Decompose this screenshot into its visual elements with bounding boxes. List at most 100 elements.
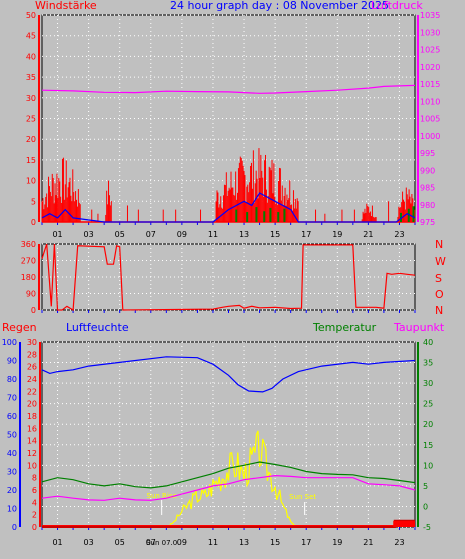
x-tick-label: 09 (177, 538, 187, 547)
sunrise-time-label: Sun 07.0 (146, 539, 177, 547)
rain-tick-label: 28 (27, 350, 37, 359)
y-left-tick-label: 40 (26, 52, 36, 61)
x-tick-label: 05 (115, 538, 125, 547)
compass-letter: W (435, 255, 446, 268)
temperature-tick-label: 5 (423, 482, 428, 491)
rain-tick-label: 2 (32, 511, 37, 520)
compass-letter: S (435, 272, 442, 285)
wind-label: Windstärke (35, 0, 97, 12)
chart-title: 24 hour graph day : 08 November 2025 (170, 0, 389, 12)
rain-tick-label: 26 (27, 363, 37, 372)
temperature-tick-label: 25 (423, 400, 433, 409)
x-tick-label: 11 (208, 538, 218, 547)
temperature-label: Temperatur (312, 321, 377, 334)
x-tick-label: 03 (84, 538, 94, 547)
sunset-label: Sun Set (289, 493, 316, 501)
y-tick-label: 360 (21, 240, 36, 249)
x-tick-label: 17 (301, 230, 311, 239)
y-tick-label: 90 (26, 290, 36, 299)
rain-tick-label: 10 (27, 461, 37, 470)
x-tick-label: 19 (332, 230, 342, 239)
humidity-tick-label: 0 (12, 523, 17, 532)
x-tick-label: 21 (363, 538, 373, 547)
y-right-tick-label: 1020 (420, 63, 440, 72)
x-tick-label: 03 (84, 230, 94, 239)
y-right-tick-label: 1030 (420, 28, 440, 37)
y-left-tick-label: 35 (26, 73, 36, 82)
y-right-tick-label: 995 (420, 149, 435, 158)
compass-letter: O (435, 288, 444, 301)
rain-tick-label: 18 (27, 412, 37, 421)
y-left-tick-label: 25 (26, 115, 36, 124)
x-tick-label: 05 (115, 230, 125, 239)
y-left-tick-label: 15 (26, 156, 36, 165)
rain-tick-label: 8 (32, 474, 37, 483)
x-tick-label: 21 (363, 230, 373, 239)
temperature-line (41, 461, 416, 489)
temperature-tick-label: 0 (423, 502, 428, 511)
temperature-tick-label: 20 (423, 420, 433, 429)
x-tick-label: 01 (52, 538, 62, 547)
temperature-tick-label: 15 (423, 441, 433, 450)
rain-tick-label: 22 (27, 387, 37, 396)
y-tick-label: 180 (21, 273, 36, 282)
humidity-tick-label: 90 (7, 357, 17, 366)
rain-tick-label: 14 (27, 437, 37, 446)
y-right-tick-label: 980 (420, 201, 435, 210)
dewpoint-line (41, 474, 416, 501)
temperature-tick-label: 10 (423, 461, 433, 470)
y-right-tick-label: 1005 (420, 115, 440, 124)
x-tick-label: 01 (52, 230, 62, 239)
temperature-tick-label: 35 (423, 359, 433, 368)
rain-tick-label: 16 (27, 424, 37, 433)
rain-tick-label: 4 (32, 498, 37, 507)
temperature-tick-label: 40 (423, 338, 433, 347)
x-tick-label: 17 (301, 538, 311, 547)
y-tick-label: 270 (21, 257, 36, 266)
rain-tick-label: 20 (27, 400, 37, 409)
y-right-tick-label: 985 (420, 184, 435, 193)
rain-tick-label: 24 (27, 375, 37, 384)
y-right-tick-label: 975 (420, 218, 435, 227)
rain-bar (393, 520, 415, 527)
y-left-tick-label: 0 (31, 218, 36, 227)
y-left-tick-label: 50 (26, 11, 36, 20)
wind-pressure-panel: 0510152025303540455097598098599099510001… (26, 11, 441, 239)
wind-average-line (41, 192, 416, 223)
humidity-tick-label: 70 (7, 394, 17, 403)
plot-area (41, 14, 416, 223)
y-right-tick-label: 1015 (420, 80, 440, 89)
temperature-tick-label: 30 (423, 379, 433, 388)
x-tick-label: 19 (332, 538, 342, 547)
x-tick-label: 13 (239, 538, 249, 547)
wind-direction-line (41, 243, 416, 312)
humidity-tick-label: 50 (7, 431, 17, 440)
y-left-tick-label: 30 (26, 94, 36, 103)
y-right-tick-label: 1035 (420, 11, 440, 20)
humidity-tick-label: 20 (7, 486, 17, 495)
y-left-tick-label: 10 (26, 177, 36, 186)
y-left-tick-label: 45 (26, 32, 36, 41)
rain-label: Regen (2, 321, 37, 334)
humidity-temperature-panel: -505101520253035400102030405060708090100… (2, 338, 433, 547)
y-left-tick-label: 20 (26, 135, 36, 144)
plot-area (41, 243, 416, 311)
pressure-line (41, 84, 416, 94)
compass-letter: N (435, 238, 443, 251)
y-right-tick-label: 1000 (420, 132, 440, 141)
humidity-tick-label: 40 (7, 449, 17, 458)
compass-letter: N (435, 304, 443, 317)
x-tick-label: 11 (208, 230, 218, 239)
x-tick-label: 15 (270, 538, 280, 547)
humidity-tick-label: 60 (7, 412, 17, 421)
temperature-tick-label: -5 (423, 523, 431, 532)
x-tick-label: 07 (146, 230, 156, 239)
sunrise-label: Sun Rise (147, 492, 177, 500)
humidity-tick-label: 100 (2, 338, 17, 347)
y-tick-label: 0 (31, 306, 36, 315)
humidity-tick-label: 10 (7, 505, 17, 514)
x-tick-label: 13 (239, 230, 249, 239)
dewpoint-label: Taupunkt (393, 321, 445, 334)
